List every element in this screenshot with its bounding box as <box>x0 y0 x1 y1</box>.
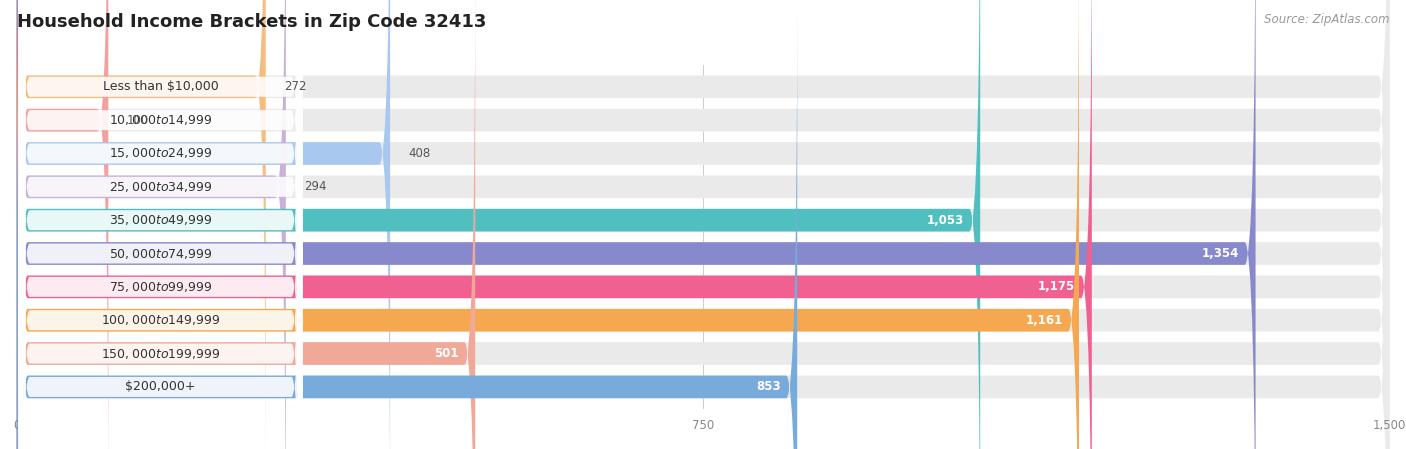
FancyBboxPatch shape <box>17 0 1256 449</box>
FancyBboxPatch shape <box>17 0 389 449</box>
Text: Household Income Brackets in Zip Code 32413: Household Income Brackets in Zip Code 32… <box>17 13 486 31</box>
FancyBboxPatch shape <box>17 0 980 449</box>
Text: Source: ZipAtlas.com: Source: ZipAtlas.com <box>1264 13 1389 26</box>
FancyBboxPatch shape <box>18 0 302 449</box>
FancyBboxPatch shape <box>18 0 302 449</box>
Text: 501: 501 <box>434 347 458 360</box>
FancyBboxPatch shape <box>17 0 266 449</box>
FancyBboxPatch shape <box>17 0 1389 449</box>
FancyBboxPatch shape <box>18 0 302 449</box>
FancyBboxPatch shape <box>17 0 285 449</box>
Text: 1,354: 1,354 <box>1202 247 1239 260</box>
Text: $200,000+: $200,000+ <box>125 380 195 393</box>
Text: $50,000 to $74,999: $50,000 to $74,999 <box>108 247 212 260</box>
FancyBboxPatch shape <box>17 0 1078 449</box>
FancyBboxPatch shape <box>18 0 302 449</box>
FancyBboxPatch shape <box>17 0 797 449</box>
Text: $75,000 to $99,999: $75,000 to $99,999 <box>108 280 212 294</box>
FancyBboxPatch shape <box>17 0 1389 449</box>
Text: $35,000 to $49,999: $35,000 to $49,999 <box>108 213 212 227</box>
FancyBboxPatch shape <box>17 0 1389 449</box>
Text: $10,000 to $14,999: $10,000 to $14,999 <box>108 113 212 127</box>
FancyBboxPatch shape <box>17 0 1389 449</box>
FancyBboxPatch shape <box>18 0 302 449</box>
Text: 294: 294 <box>304 180 326 194</box>
FancyBboxPatch shape <box>17 0 1389 449</box>
FancyBboxPatch shape <box>18 0 302 449</box>
Text: Less than $10,000: Less than $10,000 <box>103 80 218 93</box>
FancyBboxPatch shape <box>18 0 302 449</box>
FancyBboxPatch shape <box>18 0 302 449</box>
Text: $150,000 to $199,999: $150,000 to $199,999 <box>101 347 221 361</box>
FancyBboxPatch shape <box>18 0 302 449</box>
Text: $100,000 to $149,999: $100,000 to $149,999 <box>101 313 221 327</box>
Text: 1,175: 1,175 <box>1038 280 1076 293</box>
FancyBboxPatch shape <box>17 0 1389 449</box>
Text: 1,053: 1,053 <box>927 214 963 227</box>
FancyBboxPatch shape <box>17 0 1389 449</box>
FancyBboxPatch shape <box>17 0 1389 449</box>
Text: 272: 272 <box>284 80 307 93</box>
Text: 100: 100 <box>127 114 149 127</box>
FancyBboxPatch shape <box>17 0 108 449</box>
Text: 408: 408 <box>408 147 430 160</box>
Text: 1,161: 1,161 <box>1025 314 1063 327</box>
Text: 853: 853 <box>756 380 780 393</box>
FancyBboxPatch shape <box>17 0 475 449</box>
FancyBboxPatch shape <box>18 0 302 449</box>
FancyBboxPatch shape <box>17 0 1389 449</box>
FancyBboxPatch shape <box>17 0 1389 449</box>
Text: $25,000 to $34,999: $25,000 to $34,999 <box>108 180 212 194</box>
Text: $15,000 to $24,999: $15,000 to $24,999 <box>108 146 212 160</box>
FancyBboxPatch shape <box>17 0 1092 449</box>
